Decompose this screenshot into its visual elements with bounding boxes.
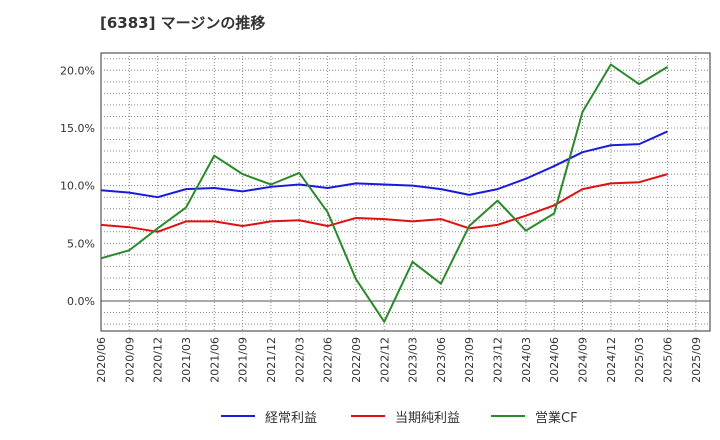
x-tick-label: 2025/06 xyxy=(662,337,675,383)
series-line-2 xyxy=(100,63,669,323)
y-tick-label: 0.0% xyxy=(67,295,95,308)
series-line-1 xyxy=(100,173,668,233)
x-tick-label: 2024/03 xyxy=(520,337,533,383)
legend-label: 経常利益 xyxy=(265,410,318,426)
legend-item: 当期純利益 xyxy=(351,404,460,428)
legend-swatch xyxy=(221,415,255,417)
x-tick-label: 2024/09 xyxy=(577,337,590,383)
x-tick-label: 2020/12 xyxy=(152,337,165,383)
x-tick-label: 2025/03 xyxy=(633,337,646,383)
x-tick-label: 2020/09 xyxy=(123,337,136,383)
x-tick-label: 2025/09 xyxy=(690,337,703,383)
legend-label: 当期純利益 xyxy=(395,410,461,426)
y-tick-label: 20.0% xyxy=(60,64,95,77)
x-tick-label: 2020/06 xyxy=(95,337,108,383)
x-tick-label: 2021/03 xyxy=(180,337,193,383)
x-tick-label: 2021/09 xyxy=(237,337,250,383)
chart-title: [6383] マージンの推移 xyxy=(100,14,266,32)
y-tick-label: 15.0% xyxy=(60,122,95,135)
x-tick-label: 2024/06 xyxy=(548,337,561,383)
y-tick-label: 10.0% xyxy=(60,180,95,193)
x-tick-label: 2023/09 xyxy=(463,337,476,383)
chart-legend: 経常利益 当期純利益 営業CF xyxy=(0,404,720,428)
plot-area xyxy=(100,52,711,332)
x-tick-label: 2021/06 xyxy=(208,337,221,383)
legend-item: 営業CF xyxy=(491,404,578,428)
x-tick-label: 2023/12 xyxy=(492,337,505,383)
x-tick-label: 2022/09 xyxy=(350,337,363,383)
x-tick-label: 2024/12 xyxy=(605,337,618,383)
x-tick-label: 2022/12 xyxy=(378,337,391,383)
x-tick-label: 2023/03 xyxy=(407,337,420,383)
legend-swatch xyxy=(491,415,525,417)
x-tick-label: 2023/06 xyxy=(435,337,448,383)
y-tick-label: 5.0% xyxy=(67,237,95,250)
x-tick-label: 2021/12 xyxy=(265,337,278,383)
legend-item: 経常利益 xyxy=(221,404,317,428)
x-tick-label: 2022/06 xyxy=(322,337,335,383)
legend-swatch xyxy=(351,415,385,417)
legend-label: 営業CF xyxy=(535,410,578,426)
x-tick-label: 2022/03 xyxy=(293,337,306,383)
